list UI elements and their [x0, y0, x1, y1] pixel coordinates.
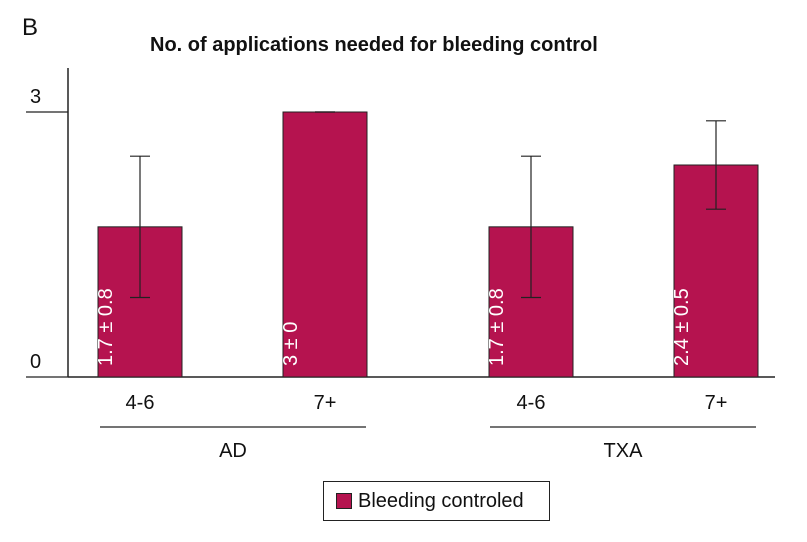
bar-value-label: 1.7 ± 0.8 — [95, 288, 117, 366]
bar-value-label: 1.7 ± 0.8 — [486, 288, 508, 366]
legend-swatch — [336, 493, 352, 509]
group-label: AD — [219, 440, 247, 462]
bar — [282, 111, 368, 378]
y-tick-label: 3 — [30, 86, 41, 108]
legend: Bleeding controled — [323, 481, 550, 521]
bar-value-label: 2.4 ± 0.5 — [671, 288, 693, 366]
bar-chart: 0 3 1.7 ± 0.8 4-6 3 ± 0 7+ 1.7 ± 0.8 4-6 2.4 ± 0… — [26, 68, 775, 462]
x-tick-label: 7+ — [705, 392, 728, 414]
panel-label: B — [22, 14, 39, 41]
legend-label: Bleeding controled — [358, 489, 524, 512]
group-label: TXA — [604, 440, 644, 462]
bar — [488, 226, 574, 378]
x-tick-label: 4-6 — [517, 392, 546, 414]
x-tick-label: 4-6 — [126, 392, 155, 414]
x-tick-label: 7+ — [314, 392, 337, 414]
y-tick-label: 0 — [30, 351, 41, 373]
chart-title: No. of applications needed for bleeding … — [150, 34, 598, 56]
bar-value-label: 3 ± 0 — [280, 322, 302, 366]
